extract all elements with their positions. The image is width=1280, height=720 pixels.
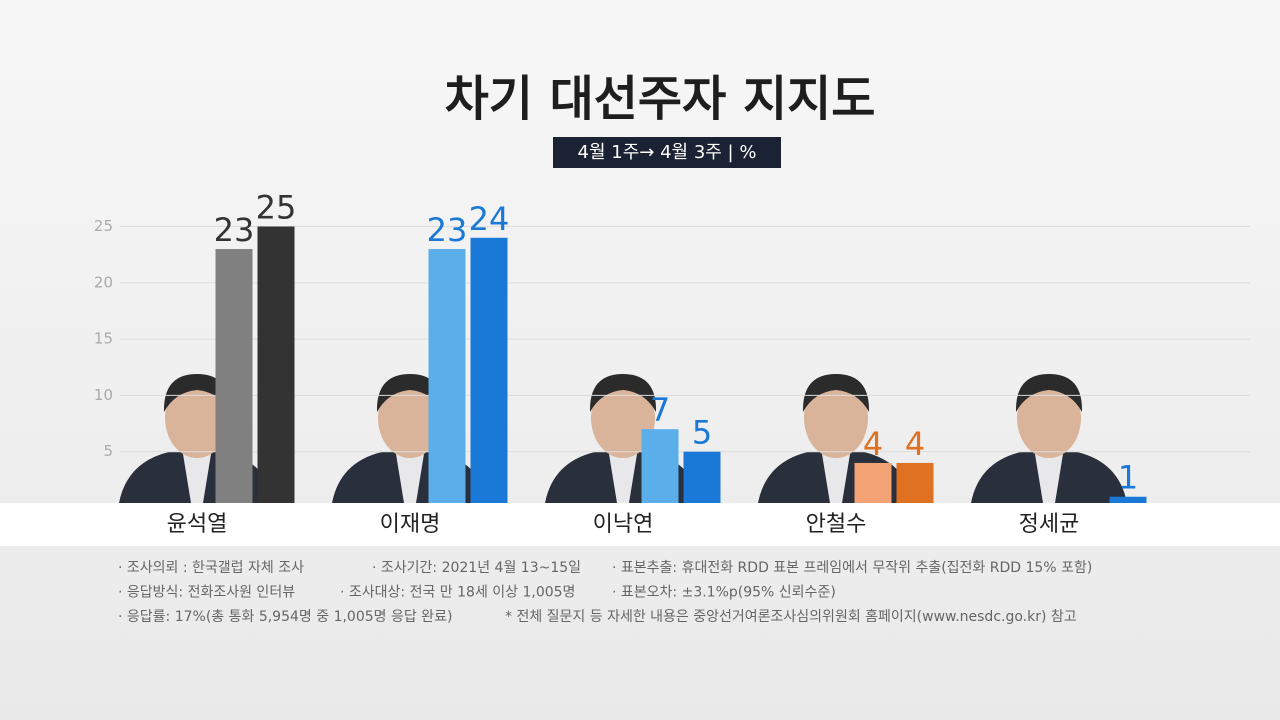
portrait-face bbox=[1017, 378, 1081, 458]
footnote: · 조사기간: 2021년 4월 13~15일 bbox=[372, 560, 581, 576]
y-tick-label: 10 bbox=[94, 386, 113, 404]
portrait-shirt bbox=[609, 454, 637, 503]
subtitle-box bbox=[553, 137, 781, 168]
portrait-hair bbox=[589, 374, 657, 412]
footnote: · 표본추출: 휴대전화 RDD 표본 프레임에서 무작위 추출(집전화 RDD… bbox=[612, 560, 1092, 576]
chart-title: 차기 대선주자 지지도 bbox=[445, 71, 876, 127]
value-label: 23 bbox=[427, 211, 468, 249]
bar bbox=[257, 226, 295, 508]
value-label: 5 bbox=[692, 414, 712, 452]
footnote: · 조사대상: 전국 만 18세 이상 1,005명 bbox=[340, 585, 575, 601]
portrait-face bbox=[591, 378, 655, 458]
y-tick-label: 20 bbox=[94, 273, 113, 291]
y-tick-label: 5 bbox=[103, 442, 113, 460]
bar bbox=[428, 249, 466, 508]
bar bbox=[683, 451, 721, 508]
bar bbox=[1109, 496, 1147, 508]
value-label: 24 bbox=[469, 200, 510, 238]
footnote: · 응답률: 17%(총 통화 5,954명 중 1,005명 응답 완료) bbox=[118, 609, 452, 625]
bar bbox=[470, 237, 508, 508]
footnote: * 전체 질문지 등 자세한 내용은 중앙선거여론조사심의위원회 홈페이지(ww… bbox=[505, 609, 1077, 625]
value-label: 23 bbox=[214, 211, 255, 249]
x-tick-label: 이재명 bbox=[380, 512, 441, 537]
value-label: 4 bbox=[905, 425, 925, 463]
bar bbox=[641, 429, 679, 508]
y-tick-label: 15 bbox=[94, 330, 113, 348]
portrait-hair bbox=[1015, 374, 1083, 412]
portrait-shirt bbox=[396, 454, 424, 503]
bar bbox=[215, 249, 253, 508]
portrait-face bbox=[804, 378, 868, 458]
subtitle: 4월 1주→ 4월 3주 | % bbox=[578, 142, 757, 163]
x-tick-label: 정세균 bbox=[1019, 512, 1080, 537]
portrait-face bbox=[165, 378, 229, 458]
bar bbox=[896, 462, 934, 508]
portrait-shirt bbox=[822, 454, 850, 503]
x-tick-label: 이낙연 bbox=[593, 512, 654, 537]
value-label: 25 bbox=[256, 189, 297, 227]
footnote: · 표본오차: ±3.1%p(95% 신뢰수준) bbox=[612, 585, 836, 601]
bar bbox=[854, 462, 892, 508]
x-tick-label: 안철수 bbox=[806, 512, 867, 537]
value-label: 4 bbox=[863, 425, 883, 463]
x-tick-label: 윤석열 bbox=[167, 512, 228, 537]
y-tick-label: 25 bbox=[94, 217, 113, 235]
category-band bbox=[0, 503, 1280, 546]
portrait-hair bbox=[376, 374, 444, 412]
footnote: · 응답방식: 전화조사원 인터뷰 bbox=[118, 585, 295, 601]
portrait-shirt bbox=[1035, 454, 1063, 503]
portrait-face bbox=[378, 378, 442, 458]
value-label: 1 bbox=[1118, 459, 1138, 497]
value-label: 7 bbox=[650, 391, 670, 429]
portrait-shirt bbox=[183, 454, 211, 503]
footnote: · 조사의뢰 : 한국갤럽 자체 조사 bbox=[118, 560, 304, 576]
portrait-hair bbox=[163, 374, 231, 412]
portrait-hair bbox=[802, 374, 870, 412]
